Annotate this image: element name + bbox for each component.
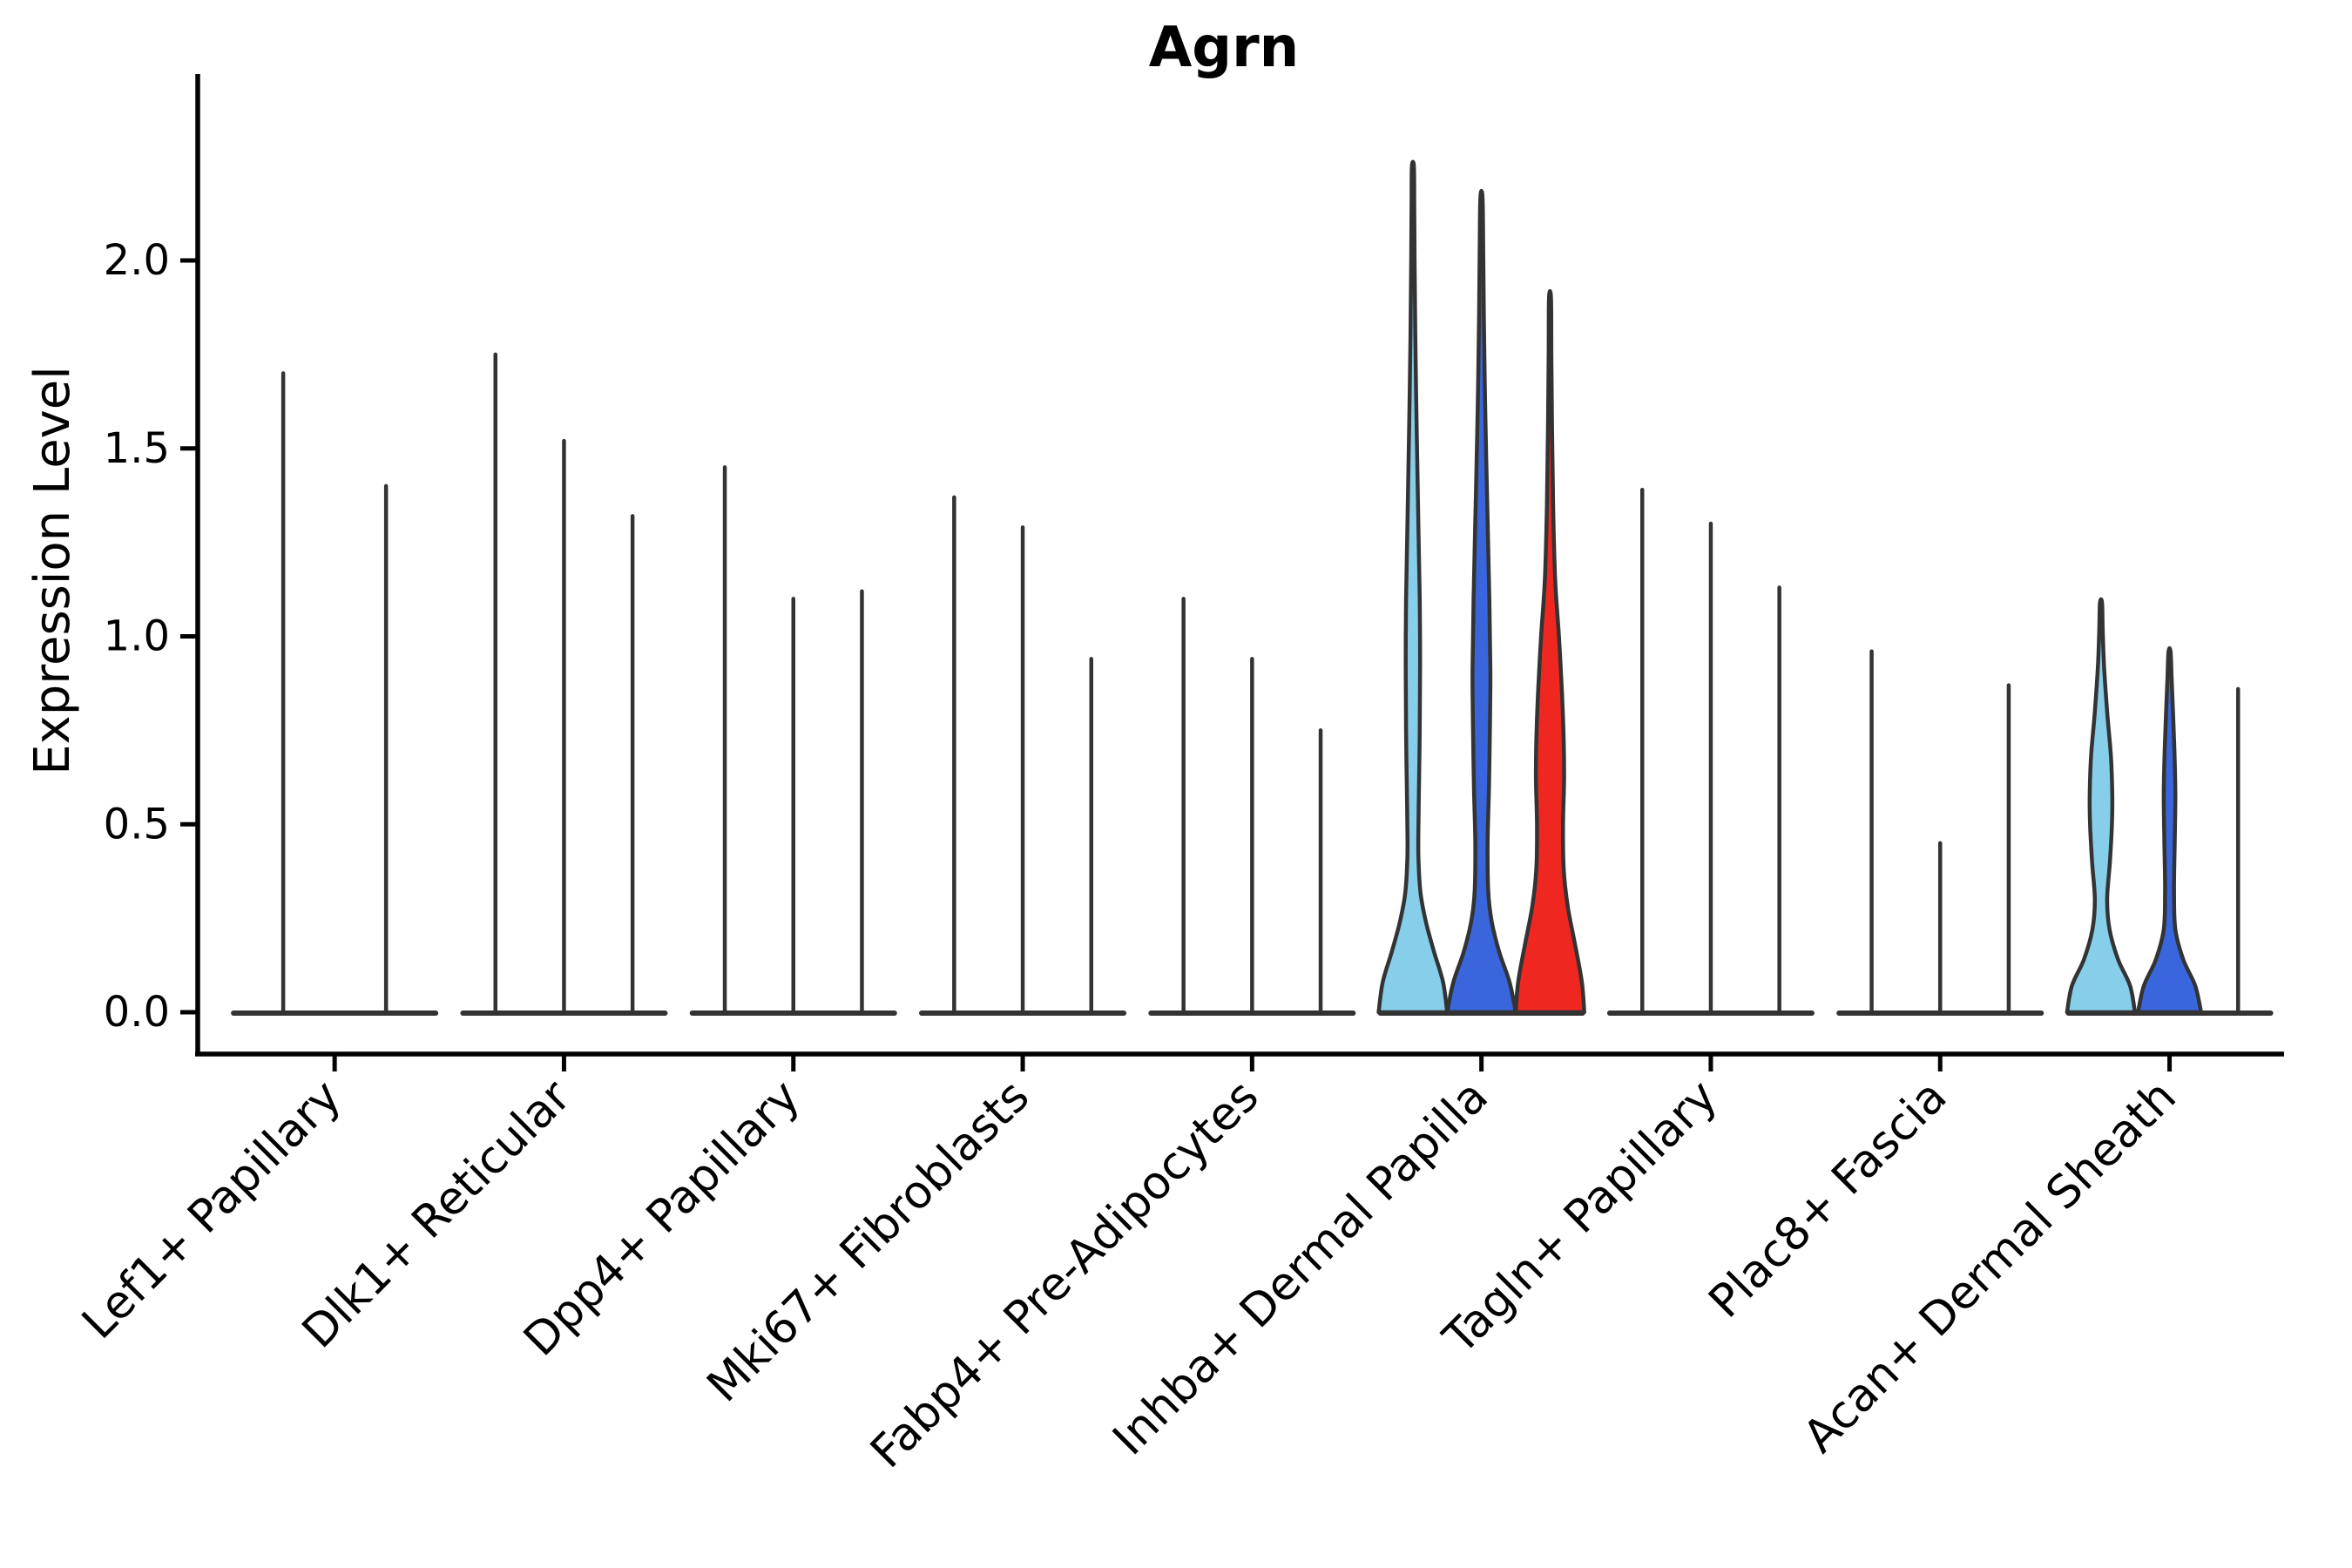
chart-title: Agrn — [1148, 16, 1300, 80]
x-tick-label-plac8-fascia: Plac8+ Fascia — [1700, 1071, 1957, 1328]
y-tick-label: 1.0 — [104, 612, 170, 661]
x-tick-label-fabp4-pre-adipocytes: Fabp4+ Pre-Adipocytes — [861, 1071, 1268, 1478]
x-tick-label-inhba-dermal-papilla: Inhba+ Dermal Papilla — [1103, 1071, 1497, 1465]
violin-acan-dermal-sheath-1 — [2065, 597, 2138, 1015]
violin-acan-dermal-sheath-2 — [2136, 645, 2204, 1015]
y-tick-label: 0.5 — [104, 800, 170, 848]
y-tick-label: 1.5 — [104, 424, 170, 473]
y-tick-label: 2.0 — [104, 236, 170, 285]
violin-inhba-dermal-papilla-1 — [1376, 159, 1450, 1015]
violin-inhba-dermal-papilla-3 — [1513, 288, 1586, 1015]
violin-inhba-dermal-papilla-2 — [1445, 188, 1518, 1015]
y-tick-label: 0.0 — [104, 988, 170, 1037]
x-tick-label-acan-dermal-sheath: Acan+ Dermal Sheath — [1794, 1071, 2186, 1463]
